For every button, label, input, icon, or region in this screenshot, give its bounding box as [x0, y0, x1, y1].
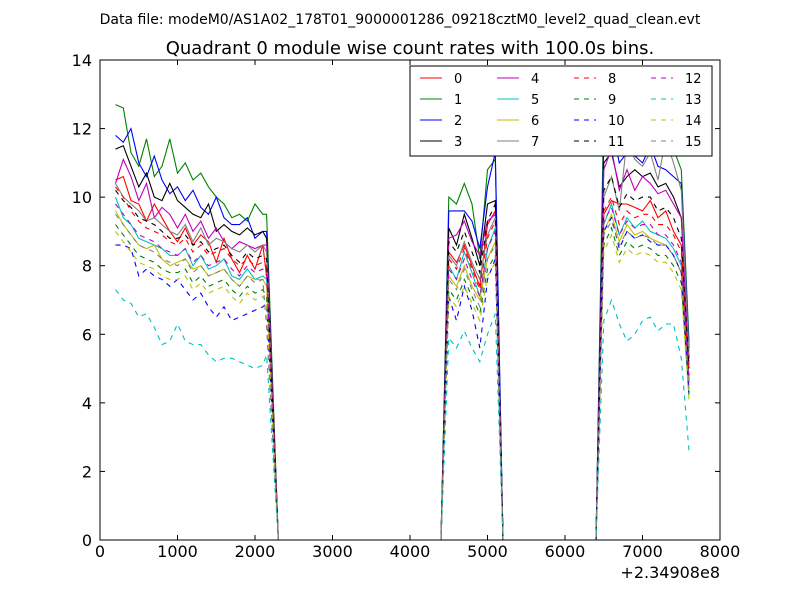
legend-label-6: 6 — [531, 114, 539, 129]
series-line-4 — [114, 147, 690, 540]
x-tick-label: 6000 — [545, 542, 586, 561]
chart-title: Quadrant 0 module wise count rates with … — [166, 38, 655, 59]
legend-label-7: 7 — [531, 135, 539, 150]
y-tick-label: 4 — [82, 394, 92, 413]
y-tick-label: 14 — [72, 51, 92, 70]
legend-label-13: 13 — [685, 93, 702, 108]
y-tick-label: 2 — [82, 462, 92, 481]
x-tick-label: 2000 — [235, 542, 276, 561]
series-layer — [114, 100, 690, 540]
series-line-12 — [115, 203, 690, 540]
y-tick-label: 12 — [72, 120, 92, 139]
x-tick-label: 0 — [95, 542, 105, 561]
x-tick-label: 3000 — [312, 542, 353, 561]
series-line-13 — [115, 289, 690, 540]
legend-label-9: 9 — [608, 93, 616, 108]
legend-label-12: 12 — [685, 72, 702, 87]
legend-label-14: 14 — [685, 114, 702, 129]
x-tick-label: 4000 — [390, 542, 431, 561]
plot-frame — [99, 59, 721, 541]
series-line-14 — [115, 231, 690, 540]
x-tick-label: 7000 — [622, 542, 663, 561]
x-tick-label: 1000 — [157, 542, 198, 561]
y-tick-label: 0 — [82, 531, 92, 550]
y-tick-label: 6 — [82, 325, 92, 344]
x-tick-label: 8000 — [700, 542, 741, 561]
legend-label-1: 1 — [454, 93, 462, 108]
legend-label-10: 10 — [608, 114, 625, 129]
axis-ticks: 0 1000 2000 3000 4000 5000 6000 7000 80000246810… — [72, 51, 741, 561]
legend-label-8: 8 — [608, 72, 616, 87]
series-line-10 — [115, 216, 690, 540]
series-line-0 — [115, 175, 690, 540]
series-line-3 — [115, 144, 690, 540]
x-offset-label: +2.34908e8 — [620, 563, 720, 582]
legend-label-5: 5 — [531, 93, 539, 108]
series-line-8 — [115, 186, 690, 540]
legend-label-4: 4 — [531, 72, 539, 87]
legend-label-11: 11 — [608, 135, 625, 150]
legend-label-3: 3 — [454, 135, 462, 150]
y-tick-label: 8 — [82, 257, 92, 276]
legend-label-2: 2 — [454, 114, 462, 129]
series-line-5 — [114, 196, 690, 540]
series-line-15 — [115, 213, 690, 540]
suptitle: Data file: modeM0/AS1A02_178T01_90000012… — [100, 12, 701, 28]
series-line-11 — [115, 175, 690, 540]
x-tick-label: 5000 — [467, 542, 508, 561]
y-tick-label: 10 — [72, 188, 92, 207]
legend-label-0: 0 — [454, 72, 462, 87]
legend-label-15: 15 — [685, 135, 702, 150]
series-line-6 — [115, 210, 690, 540]
